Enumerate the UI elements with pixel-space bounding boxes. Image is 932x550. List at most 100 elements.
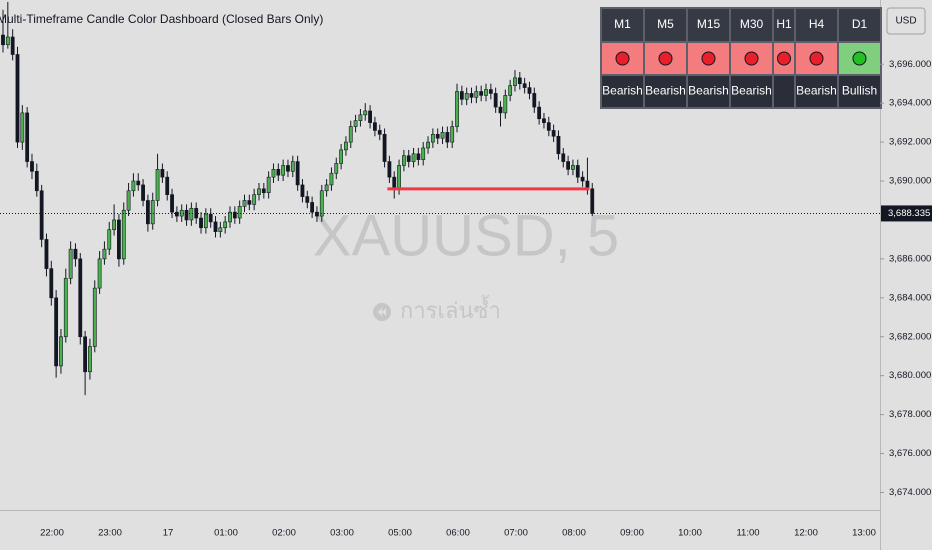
candle-body	[469, 93, 474, 98]
status-dot	[701, 51, 716, 66]
replay-icon-glyph	[378, 308, 386, 316]
dashboard: M1 Bearish M5 Bearish M15 Bearish M30 Bearish H1…	[600, 7, 882, 109]
candle-body	[73, 248, 78, 260]
candle-body	[237, 206, 242, 219]
candle-body	[532, 93, 537, 108]
timeframe-label: M15	[697, 17, 721, 31]
candle-body	[107, 229, 112, 250]
candle-body	[266, 176, 271, 194]
candle-body	[324, 184, 329, 192]
candle-body	[474, 91, 479, 98]
candle-body	[54, 297, 59, 367]
candle-body	[503, 95, 508, 114]
currency-button[interactable]	[886, 7, 926, 35]
last-price-label: 3,688.335	[888, 208, 930, 219]
candle-body	[305, 196, 310, 203]
candle-body	[117, 219, 121, 260]
candle-body	[450, 126, 455, 143]
candle-body	[571, 165, 575, 170]
candle-body	[445, 132, 450, 143]
candle-body	[92, 287, 97, 347]
timeframe-label: M30	[740, 17, 764, 31]
candle-body	[498, 106, 503, 114]
candle-body	[368, 110, 372, 123]
candle-body	[271, 169, 276, 178]
candle-body	[575, 165, 580, 178]
candle-body	[39, 190, 44, 240]
time-label: 08:00	[562, 528, 586, 539]
header-cell	[774, 9, 794, 41]
candle-body	[440, 132, 445, 139]
candle-body	[247, 200, 252, 205]
candle-body	[295, 161, 300, 186]
candle-body	[281, 165, 286, 176]
candle-body	[257, 188, 261, 195]
candle-body	[261, 188, 266, 194]
candle-body	[20, 112, 25, 143]
candle-body	[479, 91, 484, 96]
candle-body	[348, 126, 353, 143]
timeframe-label: D1	[852, 17, 868, 31]
candle-body	[174, 211, 179, 217]
signal-cell	[774, 76, 794, 107]
time-label: 01:00	[214, 528, 238, 539]
candle-body	[83, 336, 88, 373]
status-dot	[777, 51, 791, 66]
candle-body	[329, 172, 334, 186]
candle-body	[34, 170, 39, 192]
header-cell	[796, 9, 837, 41]
signal-cell	[796, 76, 837, 107]
signal-cell	[731, 76, 772, 107]
candle-body	[286, 165, 290, 172]
price-tick-label: 3,696.000	[889, 59, 931, 70]
candle-body	[78, 258, 83, 338]
candle-body	[97, 258, 102, 289]
candle-body	[44, 239, 49, 269]
candle-body	[25, 112, 30, 162]
candle-body	[426, 141, 430, 149]
signal-cell	[602, 76, 643, 107]
candle-body	[194, 207, 199, 219]
candle-body	[464, 93, 469, 100]
price-tick-label: 3,676.000	[889, 448, 931, 459]
candle-body	[484, 89, 488, 96]
candle-body	[189, 207, 194, 221]
candle-body	[363, 110, 368, 116]
candle-body	[459, 91, 464, 100]
signal-cell	[645, 76, 686, 107]
time-label: 12:00	[794, 528, 818, 539]
candle-body	[218, 227, 223, 232]
candle-body	[319, 190, 324, 217]
price-tick-label: 3,686.000	[889, 253, 931, 264]
candle-body	[30, 161, 34, 172]
candle-body	[430, 134, 435, 143]
time-label: 22:00	[40, 528, 64, 539]
candle-body	[310, 202, 315, 213]
status-dot	[852, 51, 867, 66]
candle-body	[358, 114, 363, 121]
time-label: 17	[163, 528, 174, 539]
indicator-title: Multi-Timeframe Candle Color Dashboard (…	[0, 12, 323, 26]
candle-body	[102, 248, 107, 260]
candle-body	[146, 200, 150, 225]
candle-body	[527, 87, 532, 94]
time-label: 13:00	[852, 528, 876, 539]
candle-body	[155, 169, 160, 201]
candle-body	[517, 77, 522, 85]
signal-label: Bearish	[645, 84, 686, 98]
candle-body	[10, 36, 15, 55]
time-label: 03:00	[330, 528, 354, 539]
candle-body	[15, 54, 20, 143]
candle-body	[580, 176, 585, 182]
timeframe-label: H4	[809, 17, 825, 31]
candle-body	[213, 221, 218, 232]
candle-body	[513, 77, 517, 86]
signal-label: Bearish	[796, 84, 837, 98]
candle-body	[136, 180, 141, 186]
time-label: 23:00	[98, 528, 122, 539]
candle-body	[290, 161, 295, 172]
candle-body	[208, 213, 213, 223]
candle-body	[59, 336, 63, 367]
